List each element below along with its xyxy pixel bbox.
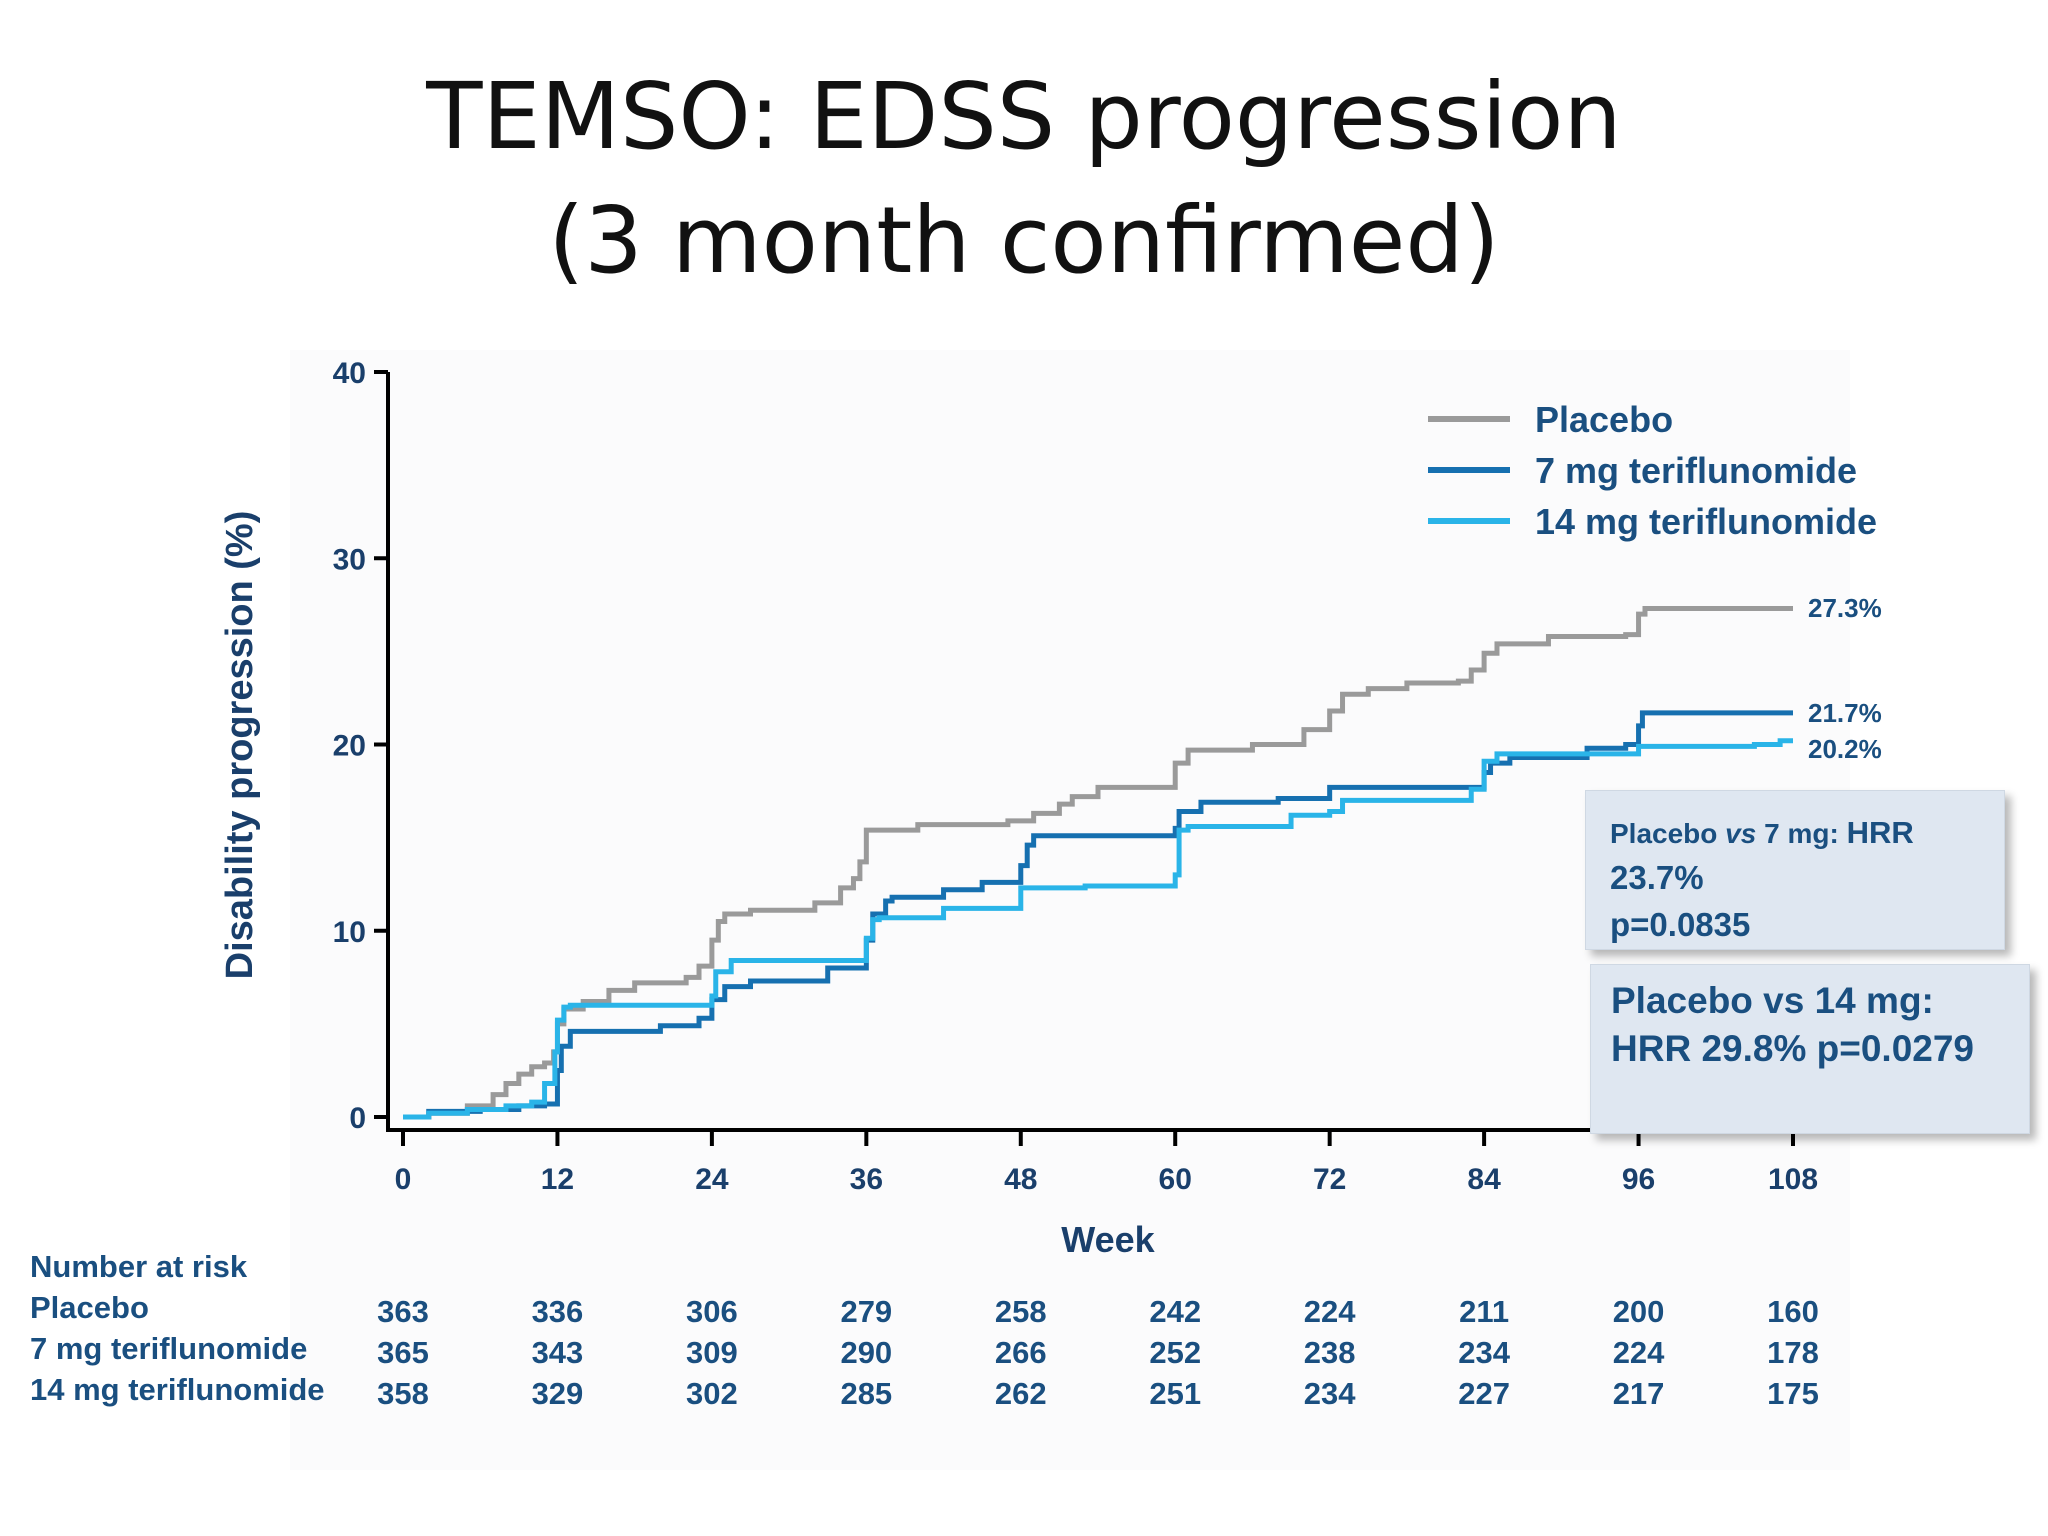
risk-value: 309 (686, 1335, 738, 1370)
risk-table: Number at risk Placebo 363 336 306 279 258 242 2… (30, 1249, 1819, 1411)
hrr-box-7mg-line3: p=0.0835 (1610, 906, 1751, 943)
risk-value: 224 (1304, 1294, 1356, 1329)
risk-value: 290 (840, 1335, 892, 1370)
end-labels: 27.3% 21.7% 20.2% (1808, 593, 1882, 764)
hrr-box-7mg-line2: 23.7% (1610, 859, 1704, 896)
x-tick-label: 12 (541, 1163, 574, 1196)
risk-value: 279 (840, 1294, 892, 1329)
curves (403, 606, 1793, 1120)
legend: Placebo 7 mg teriflunomide 14 mg terifluno… (1428, 399, 1877, 542)
legend-label: Placebo (1535, 399, 1673, 440)
risk-table-header: Number at risk (30, 1249, 248, 1284)
risk-value: 336 (532, 1294, 584, 1329)
risk-row-label: 14 mg teriflunomide (30, 1372, 325, 1407)
legend-label: 7 mg teriflunomide (1535, 450, 1857, 491)
risk-value: 365 (377, 1335, 429, 1370)
risk-value: 285 (840, 1376, 892, 1411)
risk-value: 224 (1613, 1335, 1665, 1370)
y-tick-label: 40 (333, 357, 366, 390)
hrr-box-7mg-line1: Placebo vs 7 mg: HRR (1610, 815, 1914, 850)
risk-value: 178 (1767, 1335, 1819, 1370)
risk-value: 217 (1613, 1376, 1665, 1411)
hrr-box-14mg-line1: Placebo vs 14 mg: (1611, 980, 1934, 1021)
hrr-box-14mg: Placebo vs 14 mg: HRR 29.8% p=0.0279 (1590, 964, 2030, 1134)
risk-value: 252 (1149, 1335, 1201, 1370)
end-label-7mg: 21.7% (1808, 698, 1882, 728)
risk-row-label: 7 mg teriflunomide (30, 1331, 307, 1366)
x-tick-label: 0 (395, 1163, 412, 1196)
legend-label: 14 mg teriflunomide (1535, 501, 1877, 542)
slide-title: TEMSO: EDSS progression (3 month confirm… (0, 55, 2048, 303)
curve-14mg (403, 738, 1793, 1120)
x-tick-label: 96 (1622, 1163, 1655, 1196)
risk-value: 200 (1613, 1294, 1665, 1329)
end-label-placebo: 27.3% (1808, 593, 1882, 623)
axes: 0 10 20 30 40 0 12 24 36 48 60 72 84 96 108 (333, 357, 1830, 1196)
x-tick-label: 48 (1004, 1163, 1037, 1196)
x-tick-label: 72 (1313, 1163, 1346, 1196)
risk-value: 238 (1304, 1335, 1356, 1370)
y-tick-label: 0 (349, 1102, 366, 1135)
risk-value: 175 (1767, 1376, 1819, 1411)
curve-7mg (403, 710, 1793, 1120)
risk-value: 329 (532, 1376, 584, 1411)
risk-value: 306 (686, 1294, 738, 1329)
x-tick-label: 24 (695, 1163, 729, 1196)
risk-value: 258 (995, 1294, 1047, 1329)
hrr-box-14mg-line2: HRR 29.8% p=0.0279 (1611, 1028, 1975, 1069)
x-tick-label: 60 (1159, 1163, 1192, 1196)
risk-value: 302 (686, 1376, 738, 1411)
hrr-box-7mg: Placebo vs 7 mg: HRR 23.7% p=0.0835 (1585, 790, 2005, 950)
x-axis-label: Week (1061, 1219, 1155, 1260)
y-axis-label: Disability progression (%) (219, 511, 261, 980)
y-tick-label: 10 (333, 916, 366, 949)
risk-value: 227 (1458, 1376, 1510, 1411)
title-line-2: (3 month confirmed) (548, 187, 1500, 294)
title-line-1: TEMSO: EDSS progression (426, 63, 1622, 170)
risk-row-label: Placebo (30, 1290, 149, 1325)
risk-value: 358 (377, 1376, 429, 1411)
x-tick-label: 36 (850, 1163, 883, 1196)
risk-value: 234 (1458, 1335, 1510, 1370)
x-tick-label: 84 (1467, 1163, 1501, 1196)
risk-value: 251 (1149, 1376, 1201, 1411)
risk-value: 242 (1149, 1294, 1201, 1329)
x-tick-label: 108 (1768, 1163, 1818, 1196)
risk-value: 262 (995, 1376, 1047, 1411)
risk-value: 266 (995, 1335, 1047, 1370)
risk-value: 234 (1304, 1376, 1356, 1411)
risk-value: 363 (377, 1294, 429, 1329)
risk-value: 211 (1459, 1294, 1509, 1329)
y-tick-label: 30 (333, 543, 366, 576)
risk-value: 160 (1767, 1294, 1819, 1329)
y-tick-label: 20 (333, 730, 366, 763)
end-label-14mg: 20.2% (1808, 734, 1882, 764)
risk-value: 343 (532, 1335, 584, 1370)
